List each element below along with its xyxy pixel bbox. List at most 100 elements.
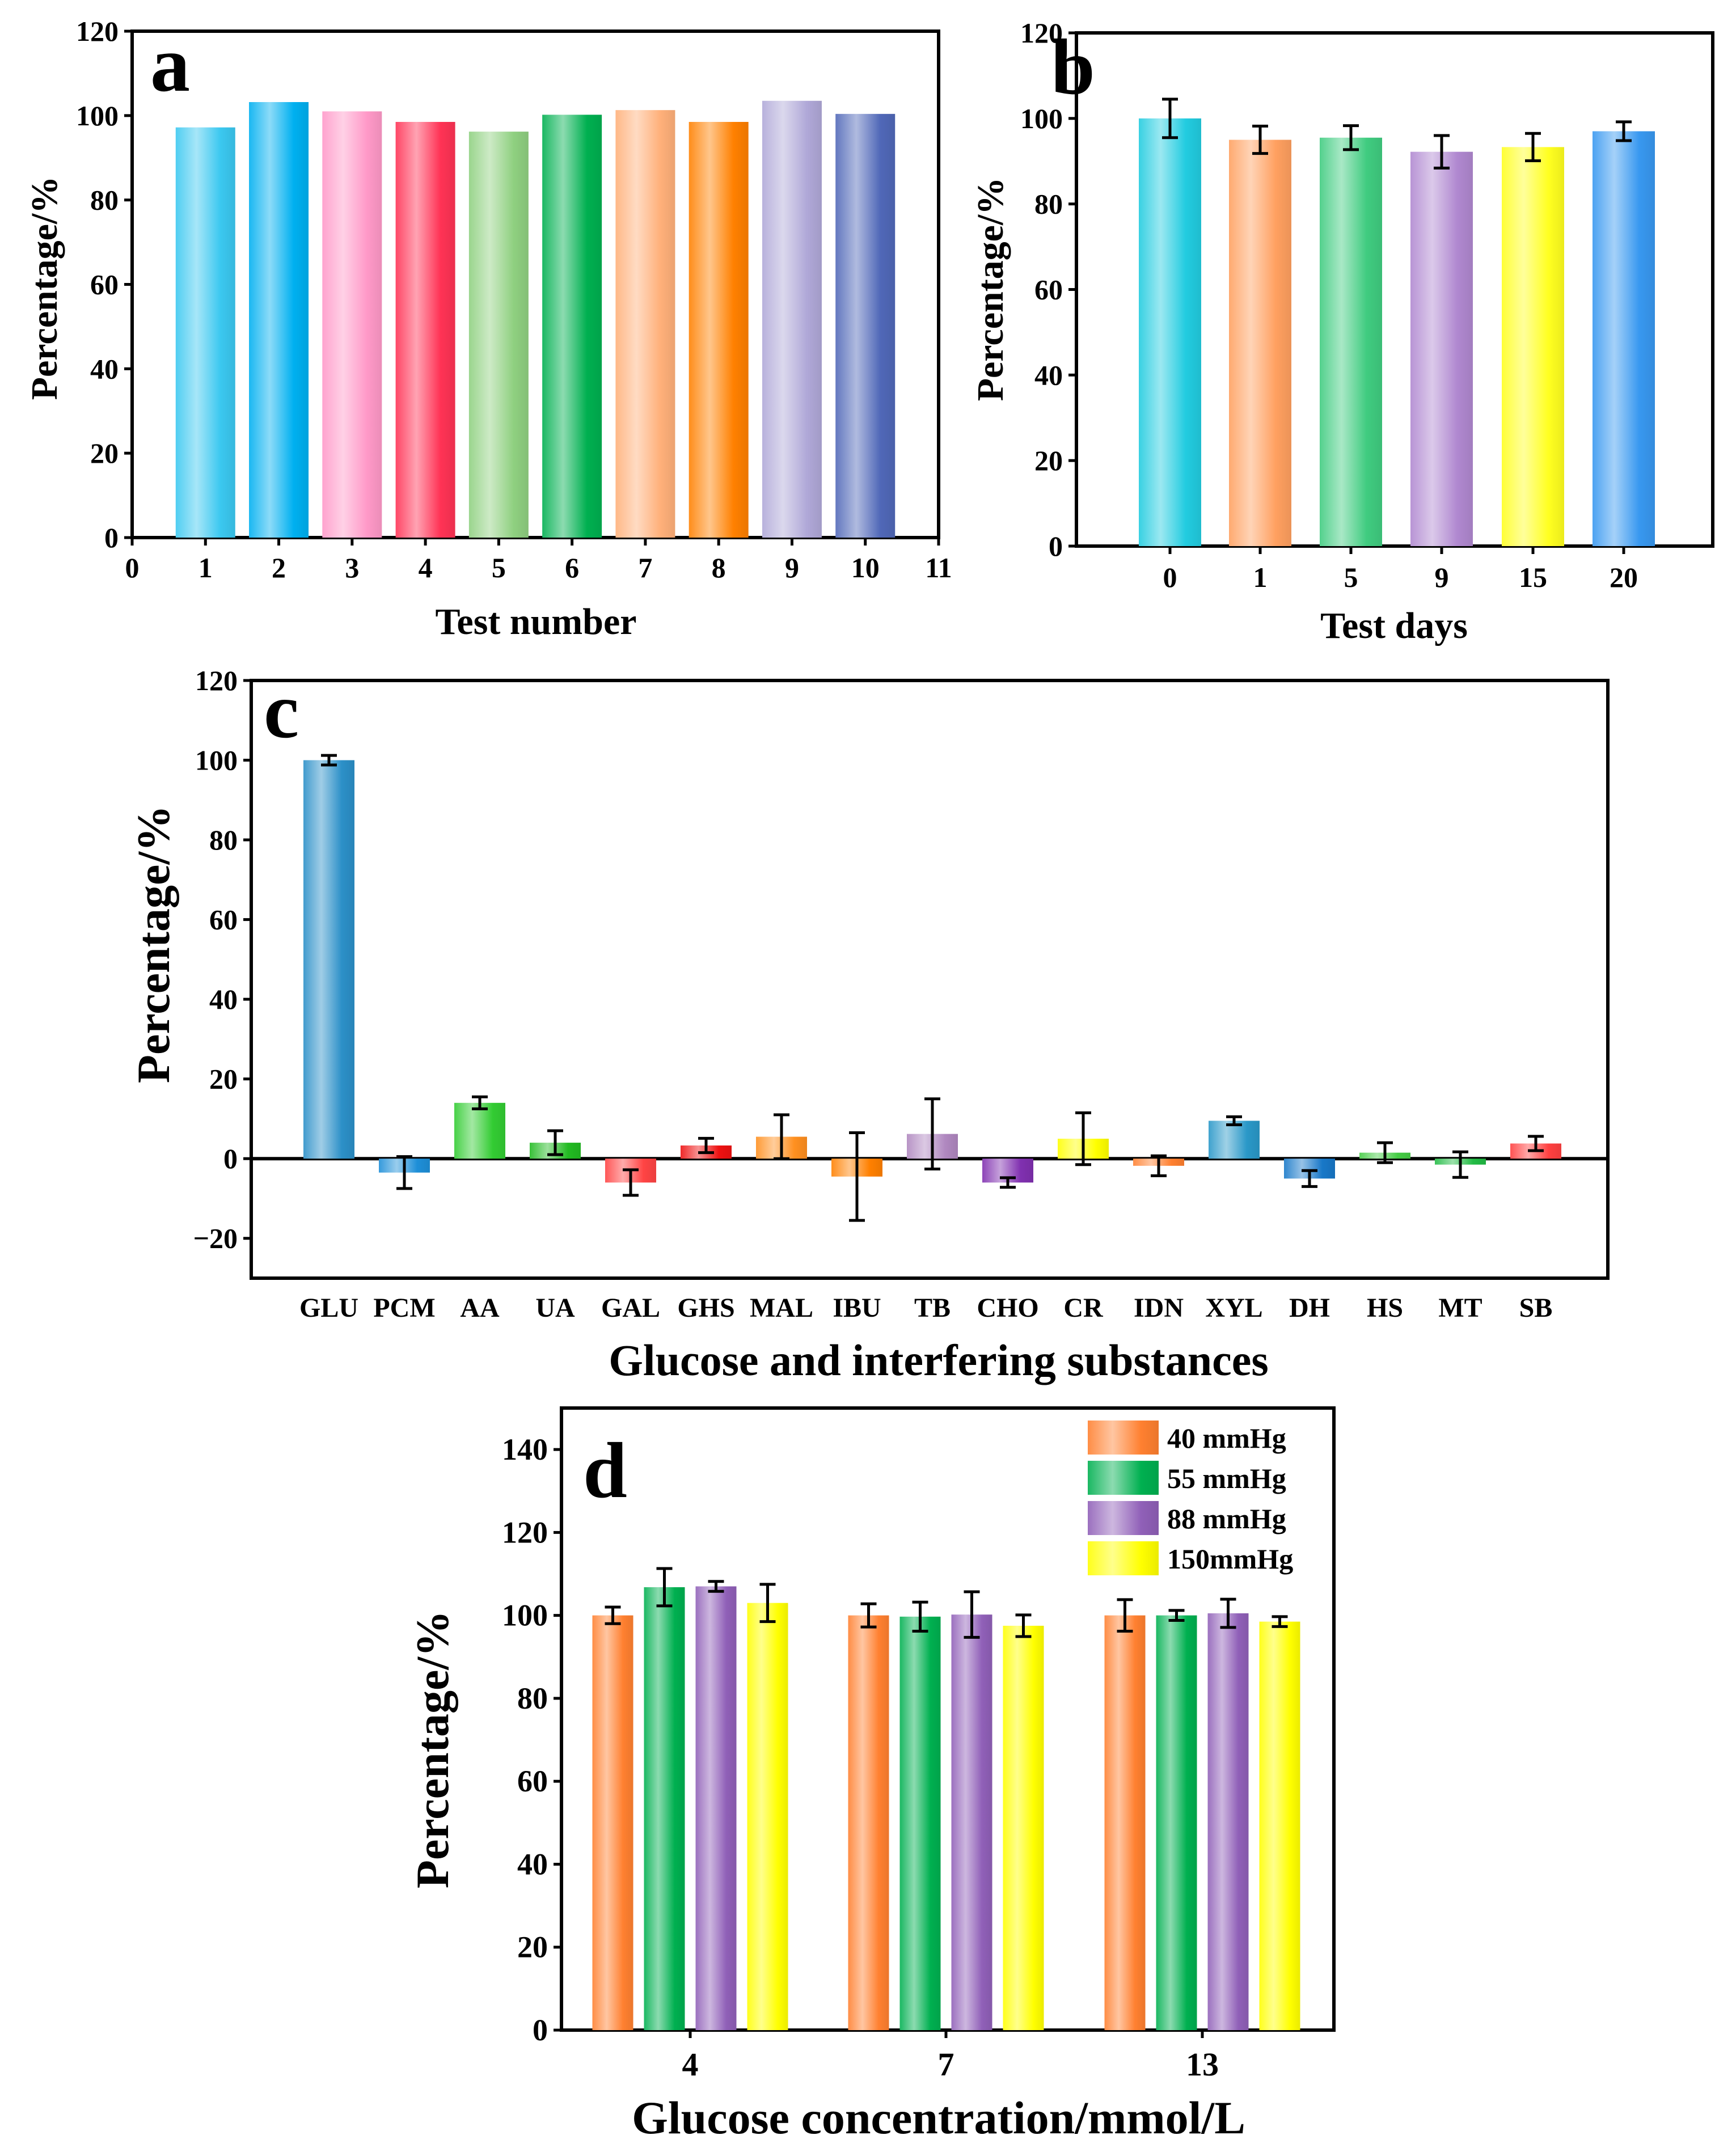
error-bar-c-GAL bbox=[623, 1168, 639, 1197]
bar-d-13-1 bbox=[1156, 1615, 1197, 2030]
bar-d-4-2 bbox=[695, 1586, 737, 2030]
error-bar-c-IDN bbox=[1151, 1154, 1167, 1177]
error-bar-d-4-2 bbox=[708, 1580, 724, 1593]
panel-b: b Percentage/% Test days 020406080100120… bbox=[970, 17, 1714, 646]
x-tick-label-c-PCM: PCM bbox=[373, 1293, 435, 1323]
legend-label-d-3: 150mmHg bbox=[1167, 1543, 1293, 1575]
legend-swatch-d-3 bbox=[1088, 1541, 1159, 1575]
y-tick-label-a-2: 40 bbox=[90, 353, 119, 384]
x-tick-label-b-2: 5 bbox=[1344, 561, 1358, 593]
x-tick-label-a-11: 11 bbox=[925, 552, 952, 584]
legend-label-d-0: 40 mmHg bbox=[1167, 1422, 1286, 1454]
bar-d-7-2 bbox=[951, 1614, 992, 2030]
y-tick-label-d-6: 120 bbox=[502, 1515, 548, 1549]
error-bar-c-TB bbox=[924, 1097, 940, 1170]
x-axis-label-d: Glucose concentration/mmol/L bbox=[632, 2092, 1245, 2144]
error-bar-c-MAL bbox=[774, 1113, 789, 1160]
y-tick-label-a-6: 120 bbox=[76, 15, 119, 47]
y-tick-label-d-5: 100 bbox=[502, 1599, 548, 1633]
y-tick-label-c-0: −20 bbox=[193, 1223, 238, 1254]
x-tick-label-a-5: 5 bbox=[492, 552, 506, 584]
y-tick-label-b-0: 0 bbox=[1049, 530, 1063, 562]
bar-a-7 bbox=[615, 110, 675, 538]
x-axis-label-a: Test number bbox=[435, 601, 636, 642]
x-tick-label-a-0: 0 bbox=[125, 552, 140, 584]
y-tick-label-c-1: 0 bbox=[223, 1143, 238, 1174]
error-bar-c-CHO bbox=[1000, 1176, 1016, 1189]
x-tick-label-c-GLU: GLU bbox=[299, 1293, 358, 1323]
legend-label-d-1: 55 mmHg bbox=[1167, 1462, 1286, 1494]
x-tick-label-a-10: 10 bbox=[851, 552, 880, 584]
bar-a-10 bbox=[835, 113, 896, 538]
error-bar-c-XYL bbox=[1226, 1115, 1242, 1126]
y-tick-label-d-2: 40 bbox=[517, 1847, 548, 1881]
x-tick-label-c-GAL: GAL bbox=[601, 1293, 660, 1323]
error-bar-d-7-0 bbox=[860, 1602, 877, 1629]
error-bar-c-HS bbox=[1377, 1141, 1393, 1164]
bar-d-7-0 bbox=[848, 1615, 889, 2030]
error-bar-c-MT bbox=[1452, 1150, 1468, 1179]
plot-frame-d bbox=[560, 1406, 1336, 2032]
x-tick-label-a-2: 2 bbox=[272, 552, 286, 584]
error-bar-c-IBU bbox=[849, 1131, 865, 1222]
y-tick-label-c-7: 120 bbox=[195, 665, 238, 696]
x-tick-label-b-3: 9 bbox=[1435, 561, 1449, 593]
x-tick-label-c-MT: MT bbox=[1438, 1293, 1482, 1323]
x-tick-label-a-4: 4 bbox=[419, 552, 433, 584]
bar-d-4-1 bbox=[644, 1587, 685, 2030]
bar-a-4 bbox=[395, 121, 455, 538]
bar-a-5 bbox=[468, 132, 529, 538]
y-tick-label-c-2: 20 bbox=[209, 1063, 238, 1095]
legend-swatch-d-0 bbox=[1088, 1421, 1159, 1455]
x-tick-label-a-6: 6 bbox=[565, 552, 579, 584]
y-tick-label-a-5: 100 bbox=[76, 100, 119, 132]
error-bar-d-13-0 bbox=[1117, 1598, 1133, 1633]
error-bar-b-15 bbox=[1525, 132, 1541, 162]
y-tick-label-a-0: 0 bbox=[104, 522, 119, 553]
bar-d-13-2 bbox=[1207, 1613, 1249, 2030]
x-tick-label-c-IDN: IDN bbox=[1134, 1293, 1184, 1323]
y-tick-label-b-5: 100 bbox=[1020, 103, 1063, 134]
y-tick-label-a-1: 20 bbox=[90, 437, 119, 469]
error-bar-c-GLU bbox=[321, 754, 337, 767]
error-bar-d-7-1 bbox=[912, 1600, 928, 1633]
bar-c-XYL bbox=[1209, 1121, 1260, 1159]
bar-a-3 bbox=[322, 111, 382, 538]
error-bar-d-4-3 bbox=[759, 1583, 776, 1624]
plot-frame-c bbox=[250, 679, 1610, 1280]
y-tick-label-b-3: 60 bbox=[1034, 274, 1063, 306]
y-tick-label-d-4: 80 bbox=[517, 1681, 548, 1715]
y-tick-label-d-3: 60 bbox=[517, 1764, 548, 1798]
error-bar-b-9 bbox=[1434, 134, 1450, 170]
x-tick-label-c-AA: AA bbox=[460, 1293, 500, 1323]
error-bar-c-PCM bbox=[396, 1155, 412, 1190]
error-bar-b-0 bbox=[1162, 98, 1178, 139]
legend-swatch-d-2 bbox=[1088, 1501, 1159, 1535]
x-tick-label-b-4: 15 bbox=[1519, 561, 1547, 593]
x-tick-label-b-0: 0 bbox=[1163, 561, 1177, 593]
legend-swatch-d-1 bbox=[1088, 1461, 1159, 1495]
bar-d-4-3 bbox=[747, 1603, 788, 2030]
error-bar-d-13-1 bbox=[1168, 1609, 1185, 1622]
x-tick-label-a-8: 8 bbox=[712, 552, 726, 584]
x-tick-label-d-1: 7 bbox=[938, 2046, 954, 2083]
x-tick-label-b-5: 20 bbox=[1610, 561, 1638, 593]
panel-d: d Percentage/% Glucose concentration/mmo… bbox=[407, 1406, 1336, 2144]
error-bar-c-GHS bbox=[698, 1136, 714, 1155]
panel-a: a Percentage/% Test number 0204060801001… bbox=[24, 15, 952, 642]
error-bar-b-5 bbox=[1343, 124, 1359, 151]
x-tick-label-c-GHS: GHS bbox=[677, 1293, 734, 1323]
error-bar-c-SB bbox=[1528, 1135, 1544, 1152]
x-tick-label-a-1: 1 bbox=[198, 552, 213, 584]
y-tick-label-c-4: 60 bbox=[209, 904, 238, 936]
error-bar-d-4-0 bbox=[605, 1605, 621, 1625]
bar-d-7-1 bbox=[899, 1616, 941, 2030]
x-axis-label-c: Glucose and interfering substances bbox=[609, 1335, 1269, 1385]
x-tick-label-c-MAL: MAL bbox=[750, 1293, 813, 1323]
y-tick-label-b-2: 40 bbox=[1034, 359, 1063, 391]
panel-c: c Percentage/% Glucose and interfering s… bbox=[128, 665, 1610, 1385]
x-axis-label-b: Test days bbox=[1320, 605, 1468, 646]
y-tick-label-b-6: 120 bbox=[1020, 17, 1063, 49]
error-bar-d-7-2 bbox=[964, 1590, 980, 1639]
